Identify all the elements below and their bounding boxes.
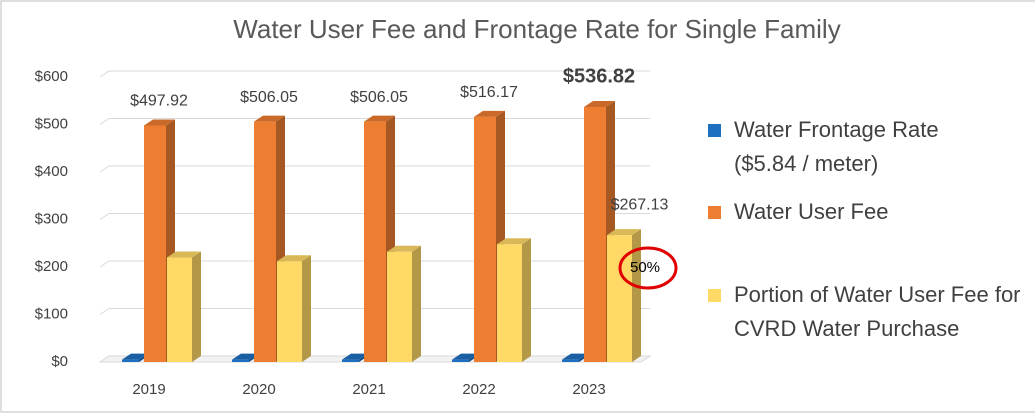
- value-label: $506.05: [240, 89, 298, 106]
- legend-swatch: [708, 124, 721, 137]
- bar-top: [144, 119, 175, 126]
- bar-side: [522, 238, 531, 362]
- bar-top: [607, 229, 641, 236]
- value-label: $506.05: [350, 89, 408, 106]
- legend-label: Water User Fee: [734, 199, 889, 224]
- y-tick-label: $100: [35, 305, 68, 322]
- bar-side: [632, 229, 641, 362]
- bar-front: [254, 121, 276, 362]
- bar: [364, 115, 395, 362]
- legend-swatch: [708, 206, 721, 219]
- y-tick-label: $600: [35, 68, 68, 85]
- grid-line: [99, 118, 650, 125]
- bar-side: [412, 245, 421, 362]
- bar-front: [167, 257, 192, 362]
- y-tick-label: $400: [35, 163, 68, 180]
- bar-front: [584, 107, 606, 362]
- value-label: $497.92: [130, 93, 188, 110]
- bar-top: [497, 238, 531, 245]
- legend-item: Water Frontage Rate ($5.84 / meter): [708, 113, 1035, 181]
- bar-top: [254, 115, 285, 122]
- bar-top: [584, 101, 615, 108]
- grid-line: [99, 165, 650, 173]
- bar-front: [144, 125, 166, 362]
- x-tick-label: 2022: [462, 381, 495, 398]
- x-tick-label: 2020: [242, 381, 275, 398]
- legend-item: Water User Fee: [708, 195, 1035, 229]
- x-tick-label: 2023: [572, 381, 605, 398]
- bar: [387, 245, 421, 362]
- bar-front: [277, 261, 302, 362]
- bar-top: [562, 353, 588, 360]
- legend-label: Portion of Water User Fee for CVRD Water…: [734, 282, 1021, 341]
- bar-front: [364, 121, 386, 362]
- legend-swatch: [708, 289, 721, 302]
- x-tick-label: 2019: [132, 381, 165, 398]
- value-label: $536.82: [563, 65, 635, 87]
- grid-line: [99, 308, 650, 315]
- y-tick-label: $0: [51, 353, 68, 370]
- y-tick-label: $500: [35, 115, 68, 132]
- bar-side: [302, 255, 311, 362]
- annotation: 50%: [630, 259, 660, 276]
- bar: [497, 238, 531, 362]
- bar-front: [452, 359, 469, 362]
- bar-front: [122, 359, 139, 362]
- value-label: $516.17: [460, 84, 518, 101]
- bar: [607, 229, 641, 362]
- grid-line: [99, 70, 650, 78]
- bar-top: [387, 245, 421, 252]
- bar-front: [387, 251, 412, 362]
- x-tick-label: 2021: [352, 381, 385, 398]
- bar-front: [232, 359, 249, 362]
- bar-top: [452, 353, 478, 360]
- bar-side: [192, 251, 201, 362]
- bar: [277, 255, 311, 362]
- y-tick-label: $200: [35, 258, 68, 275]
- bar-front: [607, 235, 632, 362]
- bar-front: [562, 359, 579, 362]
- legend-item: Portion of Water User Fee for CVRD Water…: [708, 278, 1035, 346]
- bar-top: [122, 353, 148, 360]
- chart-title: Water User Fee and Frontage Rate for Sin…: [233, 14, 840, 44]
- annotation-circle: [618, 246, 678, 290]
- value-label: $267.13: [611, 196, 669, 213]
- grid-line: [99, 260, 650, 268]
- bar-top: [232, 353, 258, 360]
- bar-top: [277, 255, 311, 262]
- grid-line: [99, 213, 650, 220]
- bar-front: [497, 244, 522, 362]
- bar-top: [342, 353, 368, 360]
- bar-top: [364, 115, 395, 122]
- bar: [167, 251, 201, 362]
- bar-top: [167, 251, 201, 258]
- bar-top: [474, 110, 505, 117]
- bar-front: [342, 359, 359, 362]
- bar-front: [474, 116, 496, 363]
- y-tick-label: $300: [35, 210, 68, 227]
- legend-label: Water Frontage Rate ($5.84 / meter): [734, 117, 939, 176]
